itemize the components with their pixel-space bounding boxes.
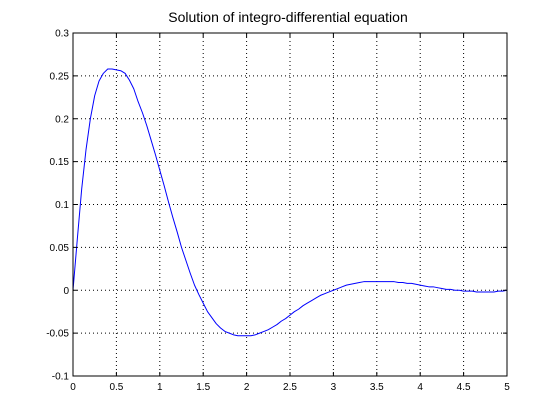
- x-tick-label: 1.5: [196, 382, 210, 393]
- series-layer: [72, 68, 508, 337]
- x-tick-label: 2: [244, 382, 250, 393]
- x-tick-label: 1: [157, 382, 163, 393]
- grid: [73, 33, 507, 376]
- y-tick-label: -0.1: [52, 372, 70, 383]
- chart-title: Solution of integro-differential equatio…: [168, 9, 407, 25]
- x-tick-label: 3.5: [370, 382, 384, 393]
- x-tick-label: 4: [417, 382, 423, 393]
- y-tick-label: 0.2: [55, 114, 69, 125]
- x-tick-label: 3: [331, 382, 337, 393]
- x-tick-label: 0: [70, 382, 76, 393]
- tick-labels: 0 0.5 1 1.5 2 2.5 3 3.5 4 4.5 5 -0.1 -0.05 0 0.05 0.1 0.…: [46, 29, 510, 394]
- y-tick-label: 0.05: [50, 243, 70, 254]
- ticks: [72, 32, 508, 377]
- y-tick-label: 0.1: [55, 200, 69, 211]
- series-line-0: [72, 68, 508, 337]
- x-tick-label: 0.5: [109, 382, 123, 393]
- y-tick-label: 0: [63, 286, 69, 297]
- y-tick-label: 0.15: [50, 157, 70, 168]
- x-tick-label: 2.5: [283, 382, 297, 393]
- x-tick-label: 4.5: [457, 382, 471, 393]
- x-tick-label: 5: [504, 382, 510, 393]
- y-tick-label: 0.25: [50, 71, 70, 82]
- y-tick-label: -0.05: [46, 329, 69, 340]
- y-tick-label: 0.3: [55, 29, 69, 40]
